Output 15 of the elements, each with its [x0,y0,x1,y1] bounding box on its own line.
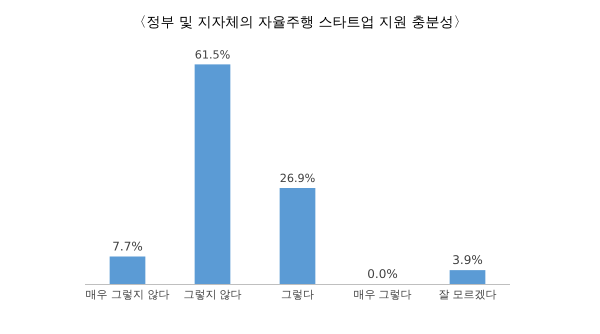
chart-title: 〈정부 및 지자체의 자율주행 스타트업 지원 충분성〉 [132,14,468,30]
x-tick-label: 그렇지 않다 [183,288,242,302]
data-label: 26.9% [280,172,316,186]
data-label: 61.5% [194,48,231,62]
data-label: 0.0% [367,267,398,281]
bar [110,256,146,284]
data-label: 7.7% [112,240,143,254]
bar [450,270,486,284]
bar [194,64,230,284]
bar [280,188,316,284]
x-tick-label: 그렇다 [281,288,314,302]
x-tick-label: 잘 모르겠다 [438,288,497,302]
data-label: 3.9% [452,253,483,268]
x-tick-label: 매우 그렇지 않다 [86,288,170,302]
x-tick-label: 매우 그렇다 [353,288,412,302]
